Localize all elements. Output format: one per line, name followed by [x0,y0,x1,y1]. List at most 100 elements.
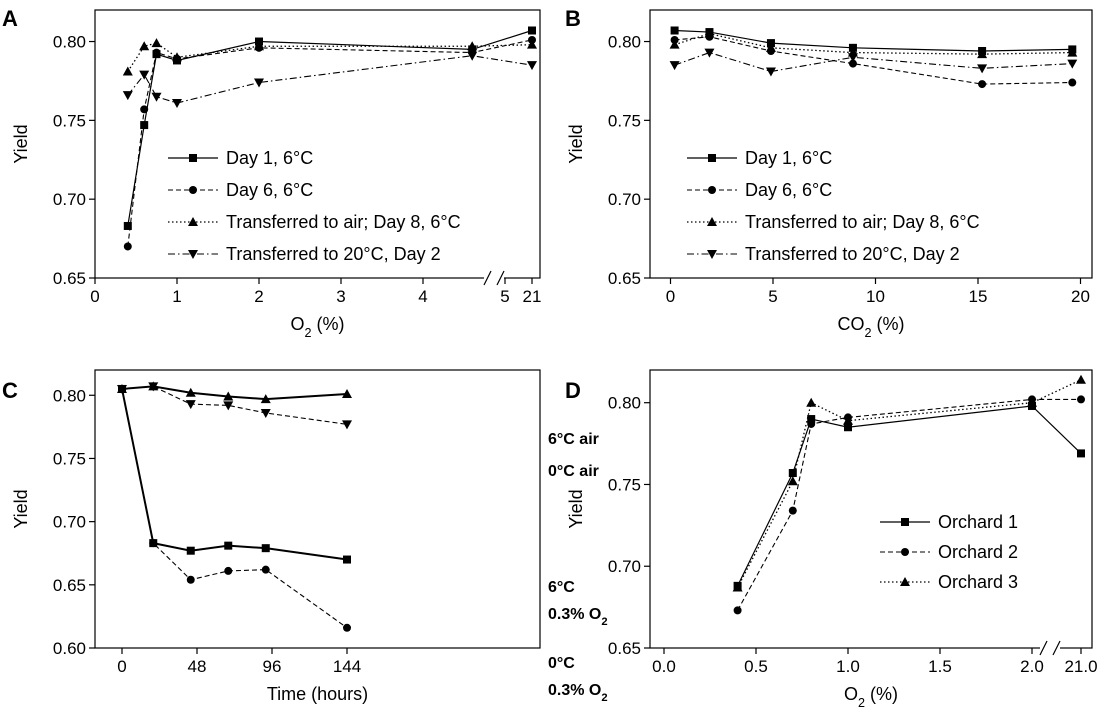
legend-label: Transferred to air; Day 8, 6°C [745,212,980,232]
y-axis-label: Yield [566,489,586,528]
data-point [151,92,162,102]
data-point [844,423,852,432]
data-point [186,575,195,584]
data-point [733,606,742,615]
data-point [1077,395,1085,404]
legend-marker [188,217,198,226]
y-tick-label: 0.60 [53,639,86,658]
axis-break-mark [1039,640,1048,656]
data-point [254,78,264,88]
plot-frame [94,369,541,649]
y-tick-label: 0.80 [608,394,641,413]
data-point [172,99,182,109]
chart-panel-d: D 0.65 0.70 0.75 0.80 0.0 0.5 1.0 1.5 2.0 21.0 Yiel… [565,369,1098,710]
x-tick-label: 21 [523,287,542,306]
x-tick-label: 0.0 [652,657,676,676]
legend-label: Orchard 1 [938,512,1018,532]
chart-panel-c: C 0.60 0.65 0.70 0.75 0.80 0 48 96 144 Yield Time (… [2,369,608,704]
y-tick-label: 0.75 [608,475,641,494]
panel-letter: D [565,378,581,403]
legend-label: Transferred to air; Day 8, 6°C [226,212,461,232]
y-tick-label: 0.65 [53,269,86,288]
plot-frame [649,9,1093,279]
x-tick-label: 21.0 [1064,657,1097,676]
data-point [807,415,816,424]
data-point [1076,374,1086,384]
series-3 [669,28,1078,59]
series-line [674,51,1073,73]
data-point [467,51,478,61]
data-point [704,28,715,38]
data-point [788,506,797,515]
legend: Day 1, 6°C Day 6, 6°C Transferred to air; … [168,148,461,264]
data-point [807,419,816,428]
x-axis-label: O2 (%) [290,314,344,340]
x-tick-label: 96 [263,657,282,676]
data-point [151,38,162,48]
x-tick-label: 4 [418,287,427,306]
data-point [185,387,196,397]
legend-marker [900,577,910,586]
data-point [254,41,264,51]
data-point [527,39,537,49]
data-point [847,53,858,63]
series-3 [732,374,1086,592]
y-tick-label: 0.70 [608,190,641,209]
data-point [977,49,988,59]
legend-label: Day 1, 6°C [745,148,832,168]
series-line [121,388,348,561]
x-axis-label: O2 (%) [844,684,898,710]
legend-label: Day 1, 6°C [226,148,313,168]
series-line [674,29,1073,52]
series-line [737,379,1082,588]
x-tick-label: 3 [336,287,345,306]
series-3 [122,38,537,76]
data-point [978,80,987,89]
x-tick-label: 20 [1071,287,1090,306]
data-point [806,397,817,407]
data-point [848,59,857,68]
data-point [467,41,478,51]
data-point [260,394,271,404]
legend-marker [189,186,197,194]
y-tick-label: 0.65 [53,576,86,595]
x-tick-label: 0 [90,287,99,306]
x-tick-label: 0 [666,287,675,306]
series-4 [122,51,537,109]
data-point [123,221,132,230]
series-line [737,398,1081,611]
y-tick-label: 0.70 [608,557,641,576]
legend-marker [901,548,909,556]
data-point [343,555,351,564]
legend-label: Transferred to 20°C, Day 2 [226,244,441,264]
data-point [224,541,233,550]
data-point [185,400,196,410]
x-tick-label: 15 [969,287,988,306]
y-tick-label: 0.75 [53,449,86,468]
data-point [704,48,715,58]
legend-marker [189,154,197,162]
data-point [261,544,270,553]
y-tick-label: 0.65 [608,269,641,288]
y-tick-label: 0.75 [608,111,641,130]
axis-break-mark [1052,640,1061,656]
plot-frame [649,369,1093,649]
x-axis-label: CO2 (%) [837,314,904,340]
data-point [669,61,680,71]
x-tick-label: 1.0 [836,657,860,676]
data-point [223,391,234,401]
data-point [123,242,132,251]
chart-panel-b: B 0.65 0.70 0.75 0.80 0 5 10 15 20 Yield CO2 (%) Day… [565,6,1093,340]
data-point [342,420,352,430]
data-point [732,582,743,592]
series-line [737,405,1082,587]
series-line [127,29,533,227]
data-point [527,61,537,71]
data-point [977,64,988,74]
y-tick-label: 0.70 [53,513,86,532]
panel-letter: C [2,378,18,403]
data-point [186,546,195,555]
series-line [674,32,1073,55]
legend-marker [188,250,198,259]
data-point [342,389,352,399]
